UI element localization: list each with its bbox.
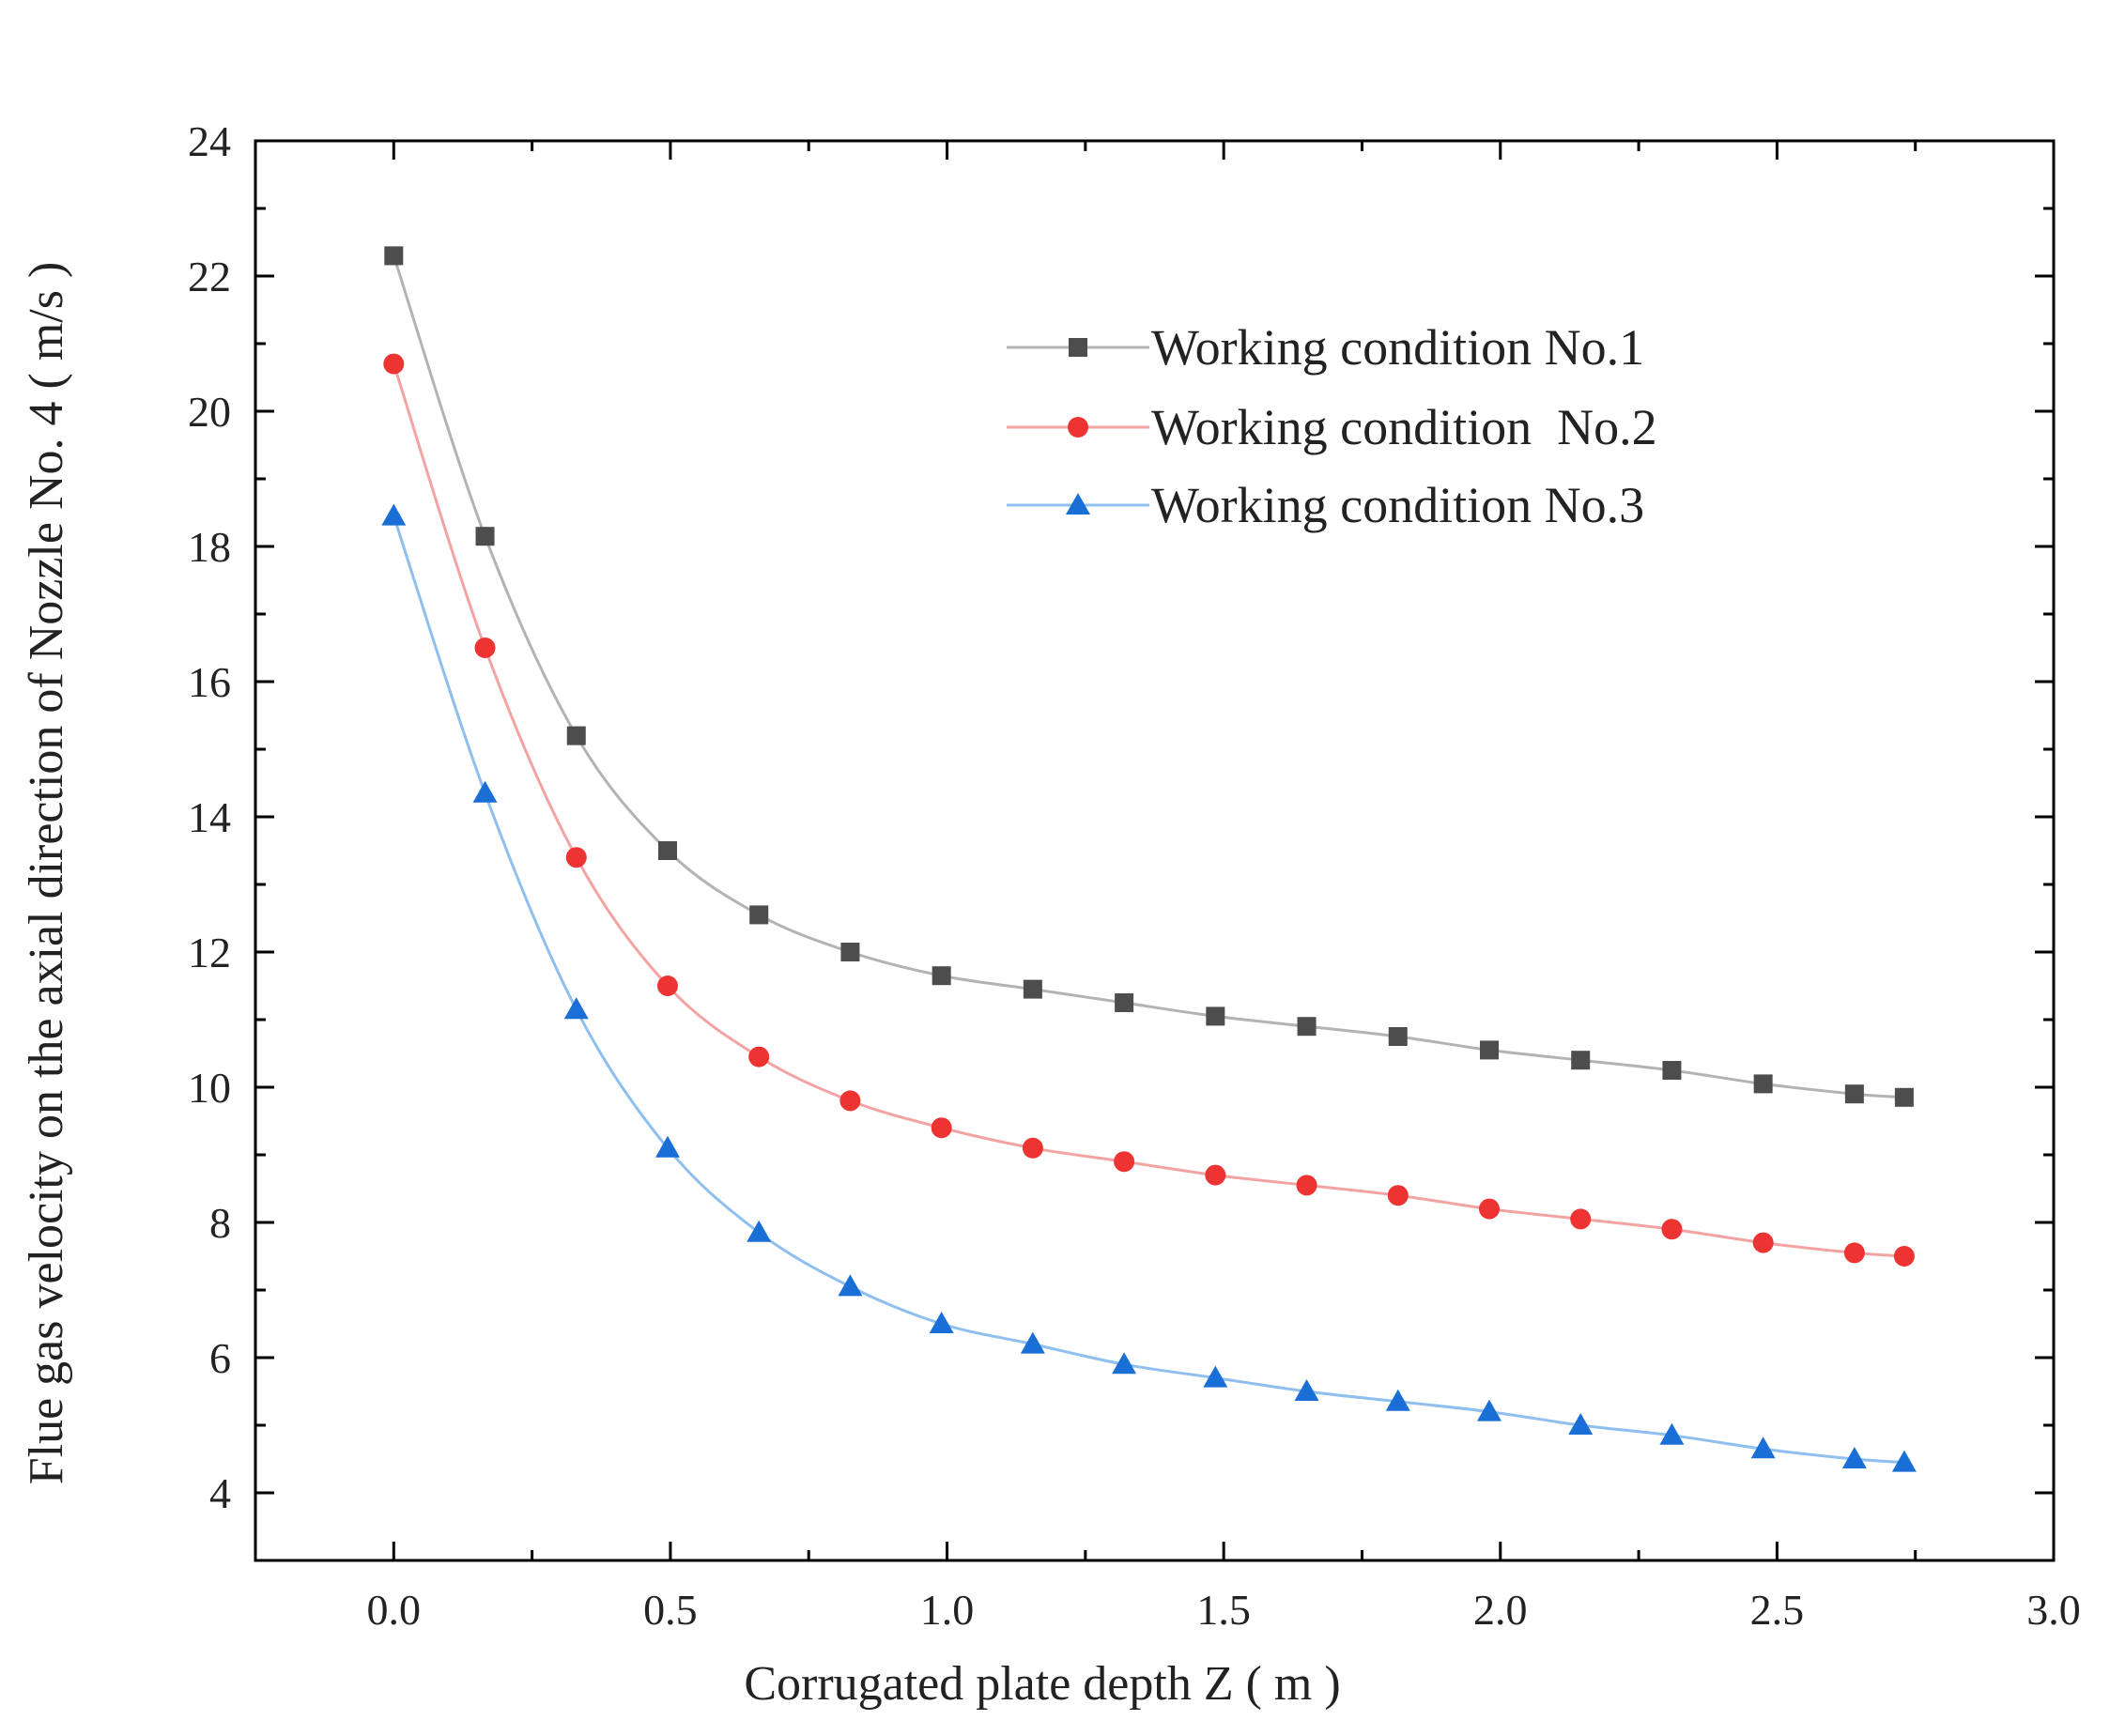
data-point — [1893, 1246, 1915, 1267]
y-tick-label: 6 — [209, 1334, 231, 1382]
series-line — [392, 363, 1905, 1258]
data-point — [1387, 1185, 1409, 1206]
y-tick-label: 4 — [209, 1469, 231, 1517]
x-tick-label: 2.5 — [1750, 1586, 1805, 1634]
data-point — [840, 943, 860, 961]
series-2 — [383, 353, 1915, 1267]
data-point — [1114, 1151, 1135, 1173]
data-point — [929, 1312, 954, 1333]
data-point — [1476, 1399, 1502, 1421]
data-point — [839, 1090, 861, 1112]
data-point — [475, 527, 495, 546]
data-point — [838, 1274, 863, 1297]
y-tick-label: 10 — [188, 1064, 231, 1112]
data-point — [1296, 1175, 1317, 1196]
data-point — [1753, 1074, 1773, 1094]
data-point — [1750, 1436, 1776, 1459]
data-point — [474, 638, 496, 658]
data-point — [931, 1117, 952, 1139]
data-point — [381, 503, 407, 526]
data-point — [657, 841, 677, 860]
legend-marker — [1068, 417, 1088, 438]
data-point — [1891, 1450, 1917, 1472]
data-point — [655, 1135, 680, 1158]
data-point — [1659, 1422, 1685, 1445]
y-axis-title: Flue gas velocity on the axial direction… — [20, 262, 73, 1485]
data-point — [1206, 1006, 1225, 1026]
data-point — [656, 976, 678, 996]
data-point — [932, 966, 951, 986]
data-point — [1115, 993, 1134, 1012]
data-point — [749, 905, 769, 925]
x-tick-label: 1.0 — [920, 1586, 975, 1634]
data-point — [1568, 1413, 1594, 1435]
y-tick-label: 8 — [209, 1199, 231, 1247]
legend-item-3: Working condition No.3 — [1007, 477, 1644, 533]
data-point — [565, 847, 587, 868]
data-point — [1388, 1027, 1408, 1046]
data-point — [1022, 1137, 1043, 1159]
data-point — [747, 1220, 772, 1242]
y-tick-label: 20 — [188, 388, 231, 436]
data-point — [1571, 1051, 1591, 1070]
legend-marker — [1069, 338, 1087, 357]
x-tick-label: 3.0 — [2026, 1586, 2081, 1634]
data-point — [563, 997, 589, 1020]
series-line — [392, 515, 1905, 1465]
x-tick-label: 0.5 — [643, 1586, 698, 1634]
y-tick-label: 18 — [188, 523, 231, 571]
data-point — [566, 726, 586, 745]
plot-frame — [254, 139, 2056, 1562]
legend-item-1: Working condition No.1 — [1007, 319, 1644, 376]
x-axis: 0.0 0.5 1.0 1.5 2.0 2.5 3.0 — [367, 141, 2081, 1634]
data-point — [1844, 1084, 1864, 1104]
data-point — [1112, 1352, 1137, 1375]
y-tick-label: 24 — [188, 117, 231, 165]
data-point — [1479, 1040, 1499, 1060]
legend-label: Working condition No.2 — [1151, 399, 1657, 455]
y-axis: 4 6 8 10 12 14 16 18 20 22 24 — [188, 117, 2054, 1517]
x-axis-title: Corrugated plate depth Z ( m ) — [744, 1657, 1340, 1711]
legend-label: Working condition No.1 — [1151, 319, 1644, 376]
y-tick-label: 16 — [188, 658, 231, 706]
data-point — [1570, 1208, 1592, 1230]
data-point — [1205, 1164, 1226, 1186]
data-point — [1752, 1232, 1774, 1253]
plot-border — [254, 139, 2056, 1562]
x-tick-label: 2.0 — [1473, 1586, 1528, 1634]
data-point — [1023, 979, 1042, 999]
y-tick-label: 14 — [188, 793, 231, 841]
data-point — [1841, 1447, 1867, 1468]
data-point — [1894, 1087, 1914, 1107]
data-point — [1020, 1331, 1045, 1354]
data-point — [1385, 1389, 1410, 1411]
data-point — [1843, 1242, 1865, 1264]
series-line — [392, 254, 1905, 1099]
data-point — [1662, 1061, 1682, 1080]
data-point — [472, 780, 498, 803]
data-point — [1203, 1365, 1228, 1388]
y-tick-label: 22 — [188, 253, 231, 300]
data-point — [1661, 1219, 1683, 1240]
legend: Working condition No.1 Working condition … — [1007, 319, 1657, 533]
data-point — [1478, 1198, 1500, 1220]
data-point — [1294, 1379, 1319, 1401]
data-point — [1297, 1017, 1317, 1037]
legend-label: Working condition No.3 — [1151, 477, 1644, 533]
legend-item-2: Working condition No.2 — [1007, 399, 1657, 455]
legend-marker — [1066, 493, 1090, 515]
y-tick-label: 12 — [188, 929, 231, 976]
data-point — [748, 1046, 770, 1068]
series-1 — [384, 246, 1914, 1107]
series-3 — [381, 503, 1917, 1472]
series-layer — [381, 246, 1917, 1472]
data-point — [384, 246, 404, 266]
data-point — [383, 353, 405, 375]
x-tick-label: 0.0 — [367, 1586, 422, 1634]
x-tick-label: 1.5 — [1196, 1586, 1251, 1634]
